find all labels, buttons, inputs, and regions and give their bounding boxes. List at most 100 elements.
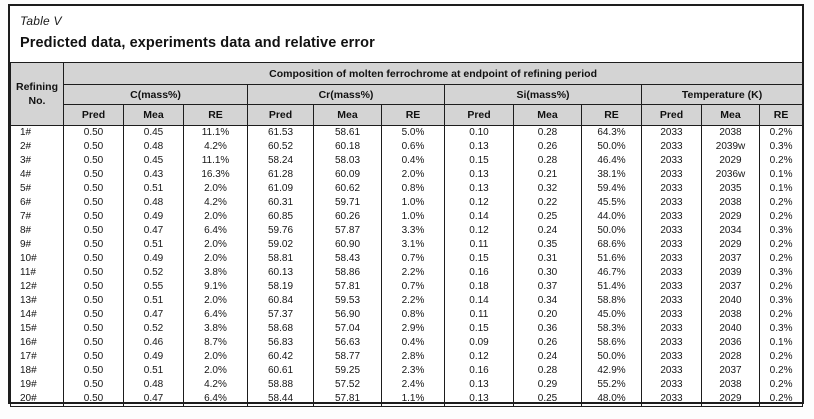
header-row-banner: Refining No. Composition of molten ferro… [10,62,804,126]
subheader-mea: Mea [123,104,184,126]
value-cell: 2033 [641,154,702,168]
value-cell: 2.8% [381,350,445,364]
value-cell: 2033 [641,336,702,350]
refining-no-cell: 15# [10,322,64,336]
value-cell: 2.0% [183,238,248,252]
value-cell: 0.50 [63,154,124,168]
value-cell: 2033 [641,238,702,252]
value-cell: 58.61 [313,125,382,140]
value-cell: 0.15 [444,322,514,336]
refining-no-cell: 19# [10,378,64,392]
subheader-re: RE [581,104,642,126]
group-header-temperature: Temperature (K) [640,84,804,105]
header-row-subheaders: Pred Mea RE Pred Mea RE Pred Mea RE Pred… [11,104,804,126]
value-cell: 0.49 [123,210,184,224]
table-row: 7# 0.50 0.49 2.0% 60.85 60.26 1.0% 0.14 0.25 44.0… [10,210,804,224]
value-cell: 0.1% [758,168,804,182]
value-cell: 0.16 [444,364,514,378]
value-cell: 44.0% [581,210,642,224]
value-cell: 0.3% [758,322,804,336]
value-cell: 1.1% [381,392,445,407]
subheader-re: RE [183,104,248,126]
value-cell: 0.24 [513,350,582,364]
composition-banner: Composition of molten ferrochrome at end… [62,62,804,85]
value-cell: 0.7% [381,280,445,294]
value-cell: 0.43 [123,168,184,182]
refining-no-cell: 8# [10,224,64,238]
group-header-c: C(mass%) [63,84,248,105]
value-cell: 58.44 [247,392,314,407]
value-cell: 0.37 [513,280,582,294]
table-row: 15# 0.50 0.52 3.8% 58.68 57.04 2.9% 0.15 0.36 58.… [10,322,804,336]
value-cell: 2.0% [183,350,248,364]
value-cell: 0.2% [758,154,804,168]
value-cell: 0.2% [758,252,804,266]
value-cell: 61.53 [247,125,314,140]
value-cell: 2.9% [381,322,445,336]
value-cell: 0.28 [513,154,582,168]
value-cell: 0.51 [123,238,184,252]
subheader-mea: Mea [313,104,382,126]
value-cell: 0.2% [758,392,804,407]
value-cell: 46.7% [581,266,642,280]
value-cell: 0.47 [123,308,184,322]
value-cell: 2033 [641,252,702,266]
refining-no-cell: 1# [10,125,64,140]
value-cell: 0.52 [123,266,184,280]
value-cell: 3.8% [183,266,248,280]
refining-no-cell: 11# [10,266,64,280]
value-cell: 2033 [641,266,702,280]
value-cell: 2.4% [381,378,445,392]
table-row: 13# 0.50 0.51 2.0% 60.84 59.53 2.2% 0.14 0.34 58.… [10,294,804,308]
value-cell: 0.13 [444,140,514,154]
value-cell: 60.85 [247,210,314,224]
value-cell: 0.3% [758,140,804,154]
value-cell: 0.28 [513,364,582,378]
value-cell: 2033 [641,308,702,322]
refining-no-cell: 14# [10,308,64,322]
value-cell: 0.36 [513,322,582,336]
value-cell: 2033 [641,224,702,238]
value-cell: 0.13 [444,182,514,196]
value-cell: 2037 [701,252,760,266]
table-row: 18# 0.50 0.51 2.0% 60.61 59.25 2.3% 0.16 0.28 42.… [10,364,804,378]
table-figure: Table V Predicted data, experiments data… [8,4,804,407]
value-cell: 59.02 [247,238,314,252]
value-cell: 0.12 [444,224,514,238]
value-cell: 0.50 [63,378,124,392]
refining-no-cell: 4# [10,168,64,182]
value-cell: 0.51 [123,364,184,378]
value-cell: 2038 [701,308,760,322]
value-cell: 61.28 [247,168,314,182]
value-cell: 0.51 [123,182,184,196]
table-number-label: Table V [20,14,62,28]
value-cell: 8.7% [183,336,248,350]
value-cell: 1.0% [381,196,445,210]
refining-no-line1: Refining [16,81,58,93]
value-cell: 50.0% [581,350,642,364]
value-cell: 2033 [641,210,702,224]
value-cell: 2037 [701,280,760,294]
value-cell: 2033 [641,294,702,308]
table-row: 2# 0.50 0.48 4.2% 60.52 60.18 0.6% 0.13 0.26 50.0… [10,140,804,154]
value-cell: 2029 [701,238,760,252]
subheader-pred: Pred [641,104,702,126]
table-row: 17# 0.50 0.49 2.0% 60.42 58.77 2.8% 0.12 0.24 50.… [10,350,804,364]
value-cell: 0.2% [758,308,804,322]
value-cell: 2039w [701,140,760,154]
value-cell: 0.15 [444,154,514,168]
value-cell: 0.11 [444,308,514,322]
value-cell: 0.50 [63,168,124,182]
value-cell: 0.1% [758,336,804,350]
value-cell: 0.3% [758,266,804,280]
value-cell: 45.5% [581,196,642,210]
value-cell: 59.71 [313,196,382,210]
value-cell: 46.4% [581,154,642,168]
subheader-re: RE [381,104,445,126]
table-row: 6# 0.50 0.48 4.2% 60.31 59.71 1.0% 0.12 0.22 45.5… [10,196,804,210]
value-cell: 57.81 [313,280,382,294]
value-cell: 60.61 [247,364,314,378]
value-cell: 0.8% [381,182,445,196]
value-cell: 0.34 [513,294,582,308]
table-row: 12# 0.50 0.55 9.1% 58.19 57.81 0.7% 0.18 0.37 51.… [10,280,804,294]
